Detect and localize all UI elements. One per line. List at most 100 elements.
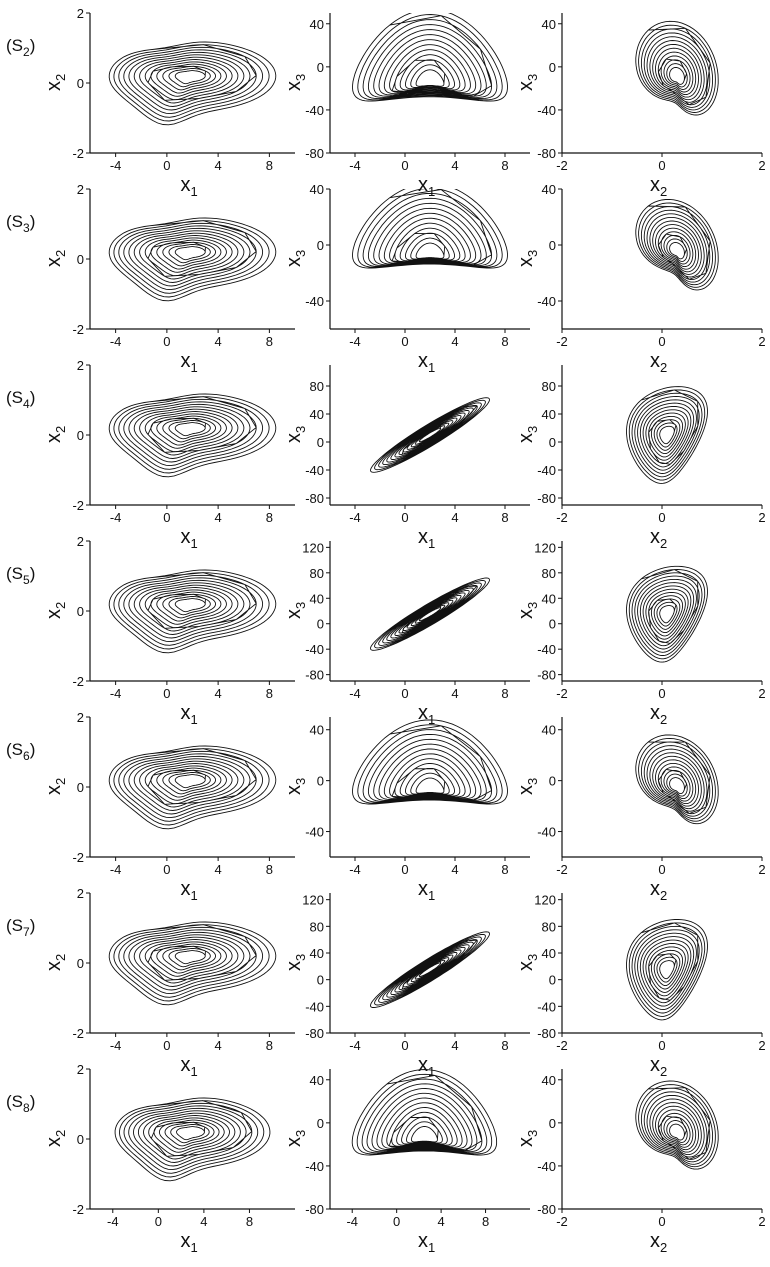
y-tick-label: -80 — [537, 146, 556, 161]
trajectory-curve — [352, 189, 508, 269]
y-tick-label: 0 — [549, 238, 556, 253]
x-tick-label: 0 — [658, 158, 665, 173]
y-tick-label: 0 — [317, 973, 324, 988]
x-axis-label: x1 — [181, 526, 198, 551]
x-axis-label: x1 — [418, 1054, 435, 1079]
y-tick-label: -40 — [305, 825, 324, 840]
trajectory-curve — [370, 931, 490, 1008]
y-tick-label: 0 — [77, 428, 84, 443]
y-tick-label: 40 — [542, 17, 556, 32]
y-tick-label: 80 — [542, 919, 556, 934]
y-tick-label: 2 — [77, 358, 84, 373]
y-tick-label: 2 — [77, 182, 84, 197]
trajectory-curve — [635, 734, 719, 825]
y-tick-label: 2 — [77, 710, 84, 725]
y-tick-label: -40 — [537, 103, 556, 118]
y-tick-label: 40 — [310, 591, 324, 606]
y-tick-label: -40 — [305, 1159, 324, 1174]
x-tick-label: 0 — [163, 510, 170, 525]
x-tick-label: 2 — [758, 686, 765, 701]
trajectory-curve — [351, 1069, 498, 1156]
row-label: (S3) — [6, 212, 35, 235]
row-label: (S4) — [6, 388, 35, 411]
x-tick-label: 0 — [658, 334, 665, 349]
phase-panel: -4 0 4 8 -2 0 2 x1 x2 — [43, 182, 295, 375]
y-axis-label: x3 — [515, 602, 540, 619]
x-tick-label: 4 — [437, 1214, 444, 1229]
y-tick-label: 120 — [302, 540, 324, 555]
x-tick-label: 2 — [758, 862, 765, 877]
y-tick-label: 2 — [77, 886, 84, 901]
phase-panel: -4 0 4 8 -2 0 2 x1 x2 — [43, 6, 295, 199]
x-tick-label: -4 — [110, 158, 122, 173]
x-tick-label: 0 — [163, 1038, 170, 1053]
x-tick-label: -4 — [346, 1214, 358, 1229]
x-tick-label: 8 — [266, 158, 273, 173]
x-tick-label: 4 — [451, 1038, 458, 1053]
phase-panel: -2 0 2 -40 0 40 x2 x3 — [515, 182, 766, 375]
x-tick-label: 0 — [401, 510, 408, 525]
y-axis-label: x3 — [283, 778, 308, 795]
y-axis-label: x3 — [283, 954, 308, 971]
y-tick-label: -2 — [72, 498, 84, 513]
phase-panel: -2 0 2 -80 -40 0 40 80 120 x2 x3 — [515, 893, 766, 1079]
x-tick-label: -4 — [349, 158, 361, 173]
phase-panel: -2 0 2 -80 -40 0 40 x2 x3 — [515, 1069, 766, 1255]
y-tick-label: 40 — [310, 1073, 324, 1088]
x-tick-label: 0 — [658, 686, 665, 701]
y-axis-label: x3 — [283, 426, 308, 443]
x-tick-label: -4 — [349, 686, 361, 701]
trajectory-curve — [108, 41, 277, 126]
trajectory-curve — [352, 719, 508, 805]
x-axis-label: x2 — [650, 878, 667, 903]
phase-panel: -2 0 2 -80 -40 0 40 x2 x3 — [515, 13, 766, 199]
y-axis-label: x3 — [515, 1130, 540, 1147]
y-axis-label: x3 — [515, 426, 540, 443]
x-tick-label: 2 — [758, 510, 765, 525]
x-tick-label: 0 — [155, 1214, 162, 1229]
x-tick-label: 8 — [501, 862, 508, 877]
y-tick-label: 40 — [542, 407, 556, 422]
x-tick-label: 4 — [451, 334, 458, 349]
x-tick-label: 4 — [215, 862, 222, 877]
x-tick-label: 8 — [266, 1038, 273, 1053]
y-axis-label: x2 — [43, 1130, 68, 1147]
x-tick-label: -4 — [110, 686, 122, 701]
x-tick-label: 4 — [451, 510, 458, 525]
y-tick-label: 80 — [310, 566, 324, 581]
x-tick-label: 0 — [401, 334, 408, 349]
row-label: (S8) — [6, 1092, 35, 1115]
y-tick-label: -40 — [537, 1159, 556, 1174]
y-tick-label: 0 — [317, 617, 324, 632]
x-tick-label: -4 — [349, 1038, 361, 1053]
y-tick-label: -40 — [305, 294, 324, 309]
y-tick-label: 2 — [77, 534, 84, 549]
y-axis-label: x3 — [283, 1130, 308, 1147]
x-tick-label: 2 — [758, 334, 765, 349]
x-axis-label: x2 — [650, 1230, 667, 1255]
x-tick-label: 8 — [501, 158, 508, 173]
trajectory-curve — [635, 20, 719, 116]
x-tick-label: 0 — [163, 334, 170, 349]
x-tick-label: 4 — [215, 158, 222, 173]
x-tick-label: 2 — [758, 1038, 765, 1053]
y-tick-label: -40 — [305, 103, 324, 118]
x-tick-label: 8 — [501, 510, 508, 525]
phase-panel: -4 0 4 8 -2 0 2 x1 x2 — [43, 1062, 295, 1255]
x-axis-label: x1 — [418, 878, 435, 903]
x-axis-label: x1 — [181, 1230, 198, 1255]
x-axis-label: x1 — [181, 702, 198, 727]
x-tick-label: -4 — [349, 510, 361, 525]
y-axis-label: x2 — [43, 74, 68, 91]
y-tick-label: 40 — [542, 1073, 556, 1088]
x-tick-label: -4 — [110, 862, 122, 877]
y-tick-label: 0 — [77, 956, 84, 971]
y-tick-label: -80 — [537, 1202, 556, 1217]
